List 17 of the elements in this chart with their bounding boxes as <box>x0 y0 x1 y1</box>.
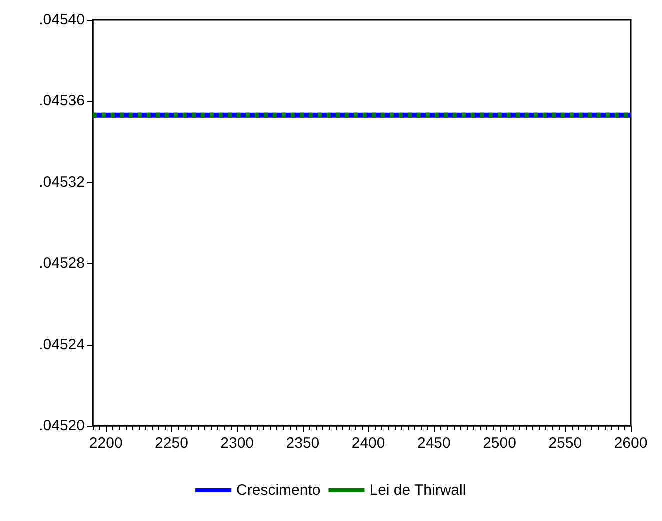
legend-label: Crescimento <box>236 482 321 499</box>
y-tick-label: .04520 <box>39 418 85 434</box>
x-tick-label: 2400 <box>352 435 386 452</box>
x-tick-label: 2500 <box>483 435 516 452</box>
x-tick-label: 2350 <box>286 435 320 452</box>
y-tick-label: .04532 <box>39 174 85 191</box>
y-tick-label: .04536 <box>39 92 85 110</box>
x-tick-label: 2250 <box>155 435 188 452</box>
y-tick-label: .04540 <box>39 12 85 28</box>
y-tick-label: .04528 <box>39 255 85 272</box>
x-tick-label: 2550 <box>548 435 582 452</box>
x-tick-label: 2200 <box>89 435 123 452</box>
x-tick-label: 2600 <box>614 435 648 452</box>
y-tick-label: .04524 <box>39 336 85 354</box>
legend-label: Lei de Thirwall <box>370 482 466 499</box>
x-tick-label: 2300 <box>220 435 254 452</box>
x-tick-label: 2450 <box>417 435 451 452</box>
